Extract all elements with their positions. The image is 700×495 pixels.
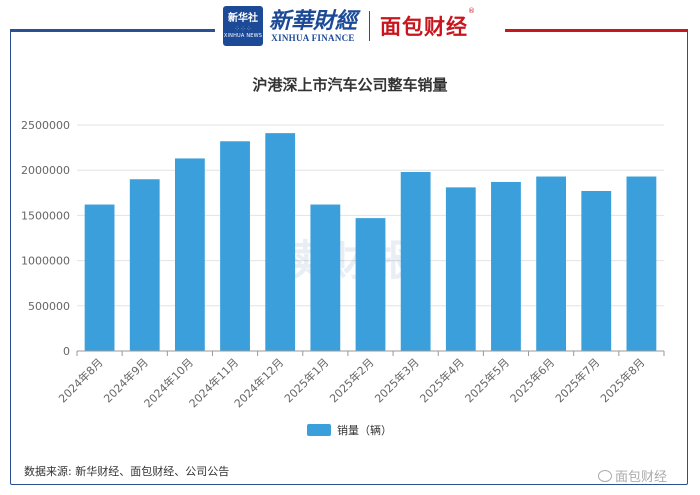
y-tick-label: 1500000 bbox=[21, 209, 70, 222]
y-tick-label: 1000000 bbox=[21, 255, 70, 268]
bar bbox=[536, 176, 567, 351]
frame-red-accent bbox=[505, 29, 688, 32]
xinhua-badge-title: 新华社 bbox=[228, 12, 258, 24]
bar bbox=[355, 218, 386, 351]
y-tick-label: 2000000 bbox=[21, 164, 70, 177]
weibo-watermark: 面包财经 bbox=[598, 466, 667, 485]
legend-swatch bbox=[307, 424, 331, 436]
y-tick-label: 0 bbox=[63, 345, 70, 358]
brand-header: 新华社 ⁘⁘⁘ XINHUA NEWS 新華財經 XINHUA FINANCE … bbox=[215, 4, 505, 48]
header-divider bbox=[369, 11, 371, 41]
bar bbox=[129, 179, 160, 351]
xinhua-badge-subtitle: XINHUA NEWS bbox=[223, 32, 263, 39]
y-tick-label: 500000 bbox=[28, 300, 70, 313]
x-tick-label: 2025年8月 bbox=[597, 355, 647, 405]
xinhua-news-logo: 新华社 ⁘⁘⁘ XINHUA NEWS bbox=[223, 6, 263, 46]
globe-dots-icon: ⁘⁘⁘ bbox=[234, 24, 252, 33]
y-tick-label: 2500000 bbox=[21, 119, 70, 132]
x-tick-label: 2025年3月 bbox=[372, 355, 422, 405]
weibo-icon bbox=[598, 469, 612, 482]
chart-frame bbox=[10, 30, 688, 485]
watermark-text: 读财报 bbox=[278, 236, 422, 285]
bar bbox=[445, 187, 476, 351]
bar bbox=[310, 204, 341, 351]
bar bbox=[220, 141, 250, 351]
y-axis-tick-labels: 0 500000 1000000 1500000 2000000 2500000 bbox=[21, 119, 70, 358]
xinhua-finance-cn: 新華財經 bbox=[269, 7, 358, 34]
chart-title: 沪港深上市汽车公司整车销量 bbox=[252, 76, 447, 94]
x-tick-label: 2025年7月 bbox=[552, 355, 602, 405]
legend-label: 销量（辆） bbox=[337, 423, 392, 437]
x-axis-tick-labels: 2024年8月2024年9月2024年10月2024年11月2024年12月20… bbox=[55, 351, 665, 410]
registered-mark: ® bbox=[468, 7, 477, 15]
x-tick-label: 2025年2月 bbox=[326, 355, 376, 405]
mianbao-logo-text: 面包财经 bbox=[380, 15, 469, 39]
x-tick-label: 2025年1月 bbox=[281, 355, 331, 405]
weibo-account-name: 面包财经 bbox=[615, 470, 668, 485]
x-tick-label: 2024年9月 bbox=[101, 355, 151, 405]
xinhua-finance-en: XINHUA FINANCE bbox=[271, 32, 355, 43]
bar bbox=[174, 158, 205, 351]
bar bbox=[626, 176, 657, 351]
xinhua-finance-logo: 新華財經 XINHUA FINANCE bbox=[269, 9, 357, 44]
frame-blue-accent bbox=[10, 29, 215, 32]
bar bbox=[581, 190, 612, 351]
bar bbox=[491, 181, 521, 351]
x-tick-label: 2024年8月 bbox=[55, 355, 105, 405]
bar bbox=[265, 133, 296, 351]
bars bbox=[84, 133, 657, 351]
bar bbox=[84, 204, 115, 351]
source-note: 数据来源: 新华财经、面包财经、公司公告 bbox=[24, 465, 230, 478]
x-tick-label: 2025年5月 bbox=[462, 355, 512, 405]
x-tick-label: 2025年4月 bbox=[417, 355, 467, 405]
mianbao-finance-logo: 面包财经 ® bbox=[380, 7, 475, 41]
legend: 销量（辆） bbox=[307, 423, 392, 437]
bar bbox=[400, 172, 431, 351]
x-tick-label: 2025年6月 bbox=[507, 355, 557, 405]
